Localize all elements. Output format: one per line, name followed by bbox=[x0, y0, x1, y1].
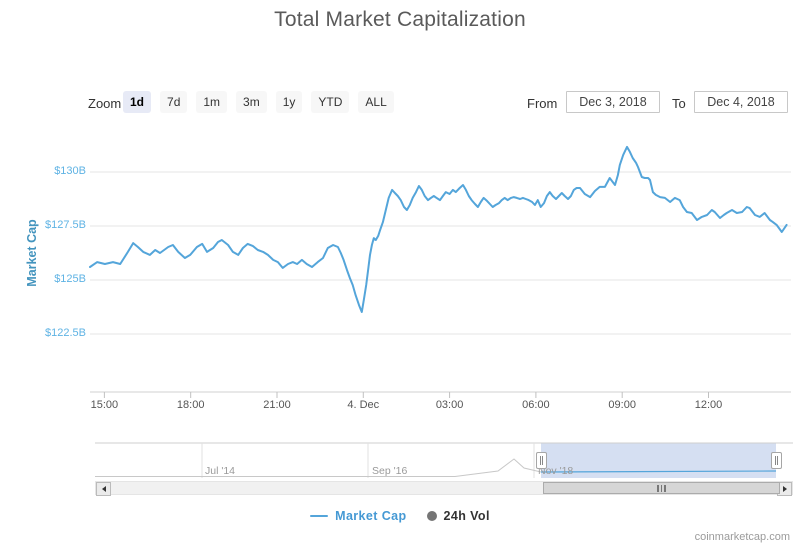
watermark: coinmarketcap.com bbox=[694, 531, 790, 543]
x-tick-label: 18:00 bbox=[176, 399, 205, 411]
scrollbar-right-button[interactable] bbox=[777, 482, 792, 496]
zoom-button-7d[interactable]: 7d bbox=[160, 91, 188, 113]
legend-label-market-cap: Market Cap bbox=[335, 509, 407, 523]
horizontal-scrollbar[interactable] bbox=[95, 481, 793, 496]
x-tick-label: 09:00 bbox=[608, 399, 636, 411]
zoom-button-1y[interactable]: 1y bbox=[275, 91, 303, 113]
page-title: Total Market Capitalization bbox=[274, 8, 526, 31]
x-tick-label: 15:00 bbox=[90, 399, 119, 411]
legend-item-market-cap[interactable]: Market Cap bbox=[310, 509, 406, 523]
x-tick-label: 4. Dec bbox=[347, 399, 380, 411]
zoom-button-all[interactable]: ALL bbox=[358, 91, 394, 113]
navigator-axis-label: Sep '16 bbox=[372, 465, 408, 477]
circle-marker-icon bbox=[426, 511, 437, 521]
x-tick-label: 03:00 bbox=[435, 399, 464, 411]
navigator-left-handle[interactable] bbox=[536, 452, 547, 469]
handle-grip-icon bbox=[540, 456, 541, 465]
zoom-button-ytd[interactable]: YTD bbox=[311, 91, 350, 113]
grip-icon bbox=[657, 484, 666, 492]
y-tick-label: $125B bbox=[54, 273, 86, 285]
legend-label-24h-vol: 24h Vol bbox=[443, 509, 490, 523]
line-marker-icon bbox=[310, 515, 329, 517]
handle-grip-icon bbox=[775, 456, 776, 465]
navigator-axis-label: Jul '14 bbox=[205, 465, 236, 477]
zoom-button-1d[interactable]: 1d bbox=[123, 91, 152, 113]
x-tick-label: 06:00 bbox=[522, 399, 550, 411]
scrollbar-thumb[interactable] bbox=[543, 482, 780, 494]
to-date-input[interactable] bbox=[694, 91, 788, 113]
y-axis-title: Market Cap bbox=[25, 219, 39, 287]
handle-grip-icon bbox=[542, 456, 543, 465]
y-tick-label: $130B bbox=[54, 165, 86, 177]
legend: Market Cap 24h Vol bbox=[0, 509, 800, 523]
from-label: From bbox=[527, 96, 558, 111]
x-tick-label: 12:00 bbox=[694, 399, 723, 411]
scrollbar-left-button[interactable] bbox=[96, 482, 111, 496]
zoom-label: Zoom bbox=[88, 96, 122, 111]
zoom-button-1m[interactable]: 1m bbox=[196, 91, 228, 113]
y-tick-label: $122.5B bbox=[45, 327, 86, 339]
handle-grip-icon bbox=[777, 456, 778, 465]
x-tick-label: 21:00 bbox=[263, 399, 291, 411]
legend-item-24h-vol[interactable]: 24h Vol bbox=[426, 509, 490, 523]
navigator[interactable] bbox=[95, 443, 793, 478]
left-arrow-icon bbox=[101, 486, 106, 492]
navigator-right-handle[interactable] bbox=[771, 452, 782, 469]
right-arrow-icon bbox=[782, 486, 787, 492]
y-tick-label: $127.5B bbox=[45, 219, 86, 231]
zoom-button-group: 1d 7d 1m 3m 1y YTD ALL bbox=[123, 91, 394, 113]
to-label: To bbox=[672, 96, 686, 111]
chart-plot-area[interactable] bbox=[90, 135, 790, 392]
from-date-input[interactable] bbox=[566, 91, 660, 113]
zoom-button-3m[interactable]: 3m bbox=[236, 91, 267, 113]
